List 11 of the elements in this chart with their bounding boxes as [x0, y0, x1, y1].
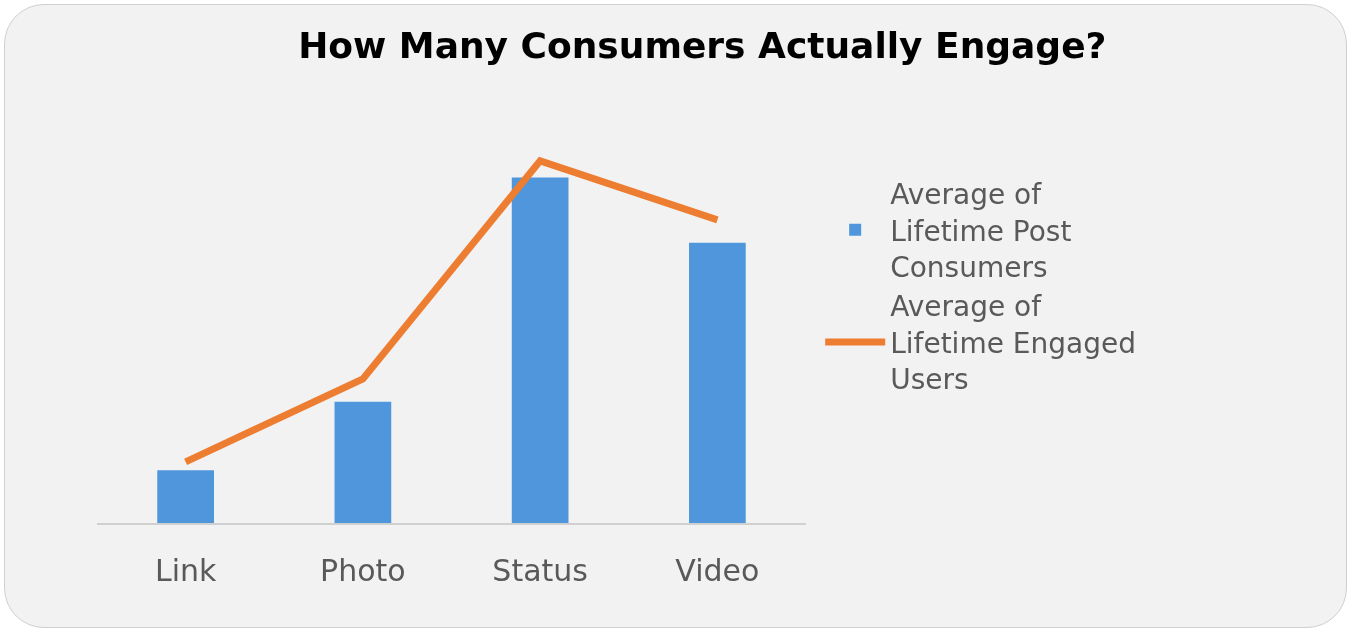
- x-tick-label: Link: [154, 553, 217, 588]
- chart-title: How Many Consumers Actually Engage?: [298, 25, 1107, 67]
- x-tick-label: Status: [492, 553, 588, 588]
- legend-label: Average of Lifetime Post Consumers: [890, 178, 1072, 285]
- bar: [157, 470, 214, 523]
- bar: [511, 177, 569, 523]
- x-tick-label: Photo: [320, 553, 406, 588]
- bar: [334, 401, 392, 523]
- x-tick-label: Video: [675, 553, 760, 588]
- legend-label: Average of Lifetime Engaged Users: [890, 290, 1136, 397]
- bar: [689, 242, 746, 523]
